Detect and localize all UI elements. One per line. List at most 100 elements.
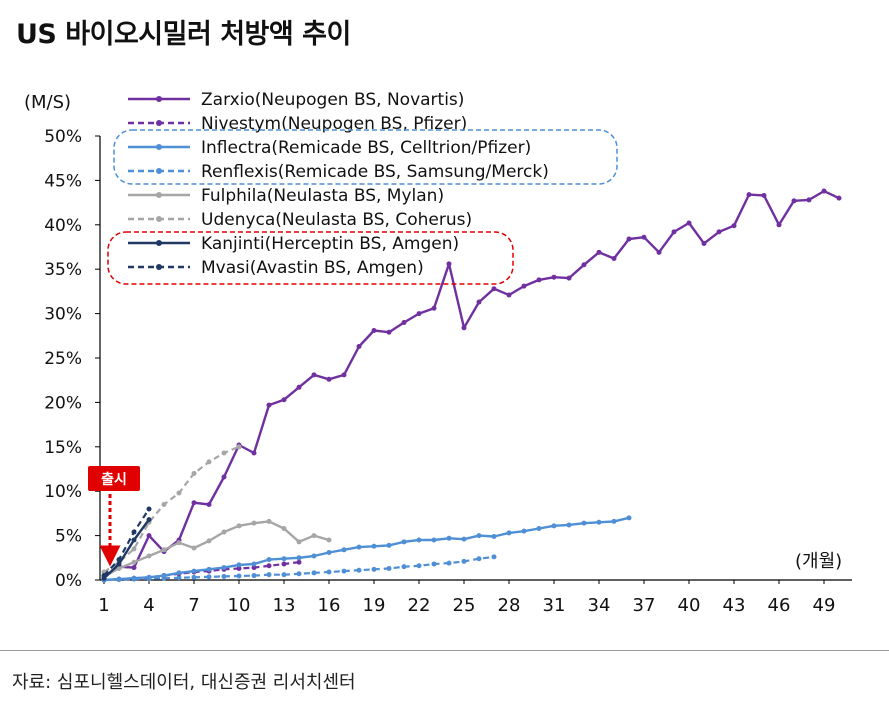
data-point: [626, 515, 632, 521]
data-point: [506, 530, 512, 536]
x-tick-labels: 1 4 7 10 13 16 19 22 25 28 31 34 37 40 43 46 49: [98, 595, 835, 616]
data-point: [431, 537, 437, 543]
legend-label: Kanjinti(Herceptin BS, Amgen): [201, 234, 459, 254]
data-point: [236, 444, 242, 450]
data-point: [371, 327, 377, 333]
series-line: [103, 508, 150, 577]
data-point: [581, 520, 587, 526]
data-point: [221, 529, 227, 535]
x-tick-label: 46: [768, 595, 791, 616]
data-point: [296, 559, 302, 565]
data-point: [341, 547, 347, 553]
data-point: [431, 305, 437, 311]
data-point: [146, 506, 152, 512]
data-point: [251, 450, 257, 456]
data-point: [281, 561, 287, 567]
data-point: [266, 557, 272, 563]
data-point: [296, 384, 302, 390]
series-2: [101, 515, 632, 583]
y-tick-label: 5%: [55, 527, 82, 547]
data-point: [206, 459, 212, 465]
x-tick-label: 34: [588, 595, 611, 616]
data-point: [146, 533, 152, 539]
data-point: [416, 311, 422, 317]
data-point: [596, 249, 602, 255]
data-point: [176, 490, 182, 496]
legend-label: Fulphila(Neulasta BS, Mylan): [201, 186, 444, 206]
data-point: [551, 523, 557, 529]
x-tick-label: 25: [453, 595, 476, 616]
y-tick-label: 30%: [44, 305, 82, 325]
data-point: [116, 557, 122, 563]
x-tick-label: 43: [723, 595, 746, 616]
data-point: [386, 565, 392, 571]
chart-axes: [95, 135, 852, 584]
legend-marker: [156, 192, 162, 198]
footer-divider: [0, 650, 889, 651]
data-point: [461, 536, 467, 542]
x-tick-label: 22: [408, 595, 431, 616]
data-point: [116, 561, 122, 567]
series-line: [103, 518, 150, 580]
data-point: [461, 325, 467, 331]
data-point: [566, 522, 572, 528]
data-point: [476, 556, 482, 562]
data-point: [611, 518, 617, 524]
data-point: [191, 545, 197, 551]
data-point: [161, 502, 167, 508]
data-point: [446, 261, 452, 267]
y-tick-labels: 0% 5% 10% 15% 20% 25% 30% 35% 40% 45% 50%: [44, 127, 82, 591]
data-point: [311, 553, 317, 559]
data-point: [581, 262, 587, 268]
data-point: [491, 286, 497, 292]
series-4: [101, 518, 332, 579]
legend-label: Inflectra(Remicade BS, Celltrion/Pfizer): [201, 138, 531, 158]
data-point: [446, 535, 452, 541]
data-point: [146, 574, 152, 580]
launch-label: 출시: [101, 471, 127, 488]
data-point: [266, 402, 272, 408]
data-point: [296, 555, 302, 561]
data-point: [131, 575, 137, 581]
data-point: [236, 573, 242, 579]
data-point: [326, 537, 332, 543]
x-tick-label: 10: [228, 595, 251, 616]
x-tick-label: 4: [143, 595, 154, 616]
series-line: [103, 189, 840, 579]
data-point: [281, 572, 287, 578]
data-point: [791, 198, 797, 204]
data-point: [716, 229, 722, 235]
data-point: [386, 542, 392, 548]
data-point: [491, 554, 497, 560]
line-chart: 0%5%10%15%20%25%30%35%40%45%50% 1 4 7 10 13 1…: [24, 90, 852, 616]
data-point: [341, 372, 347, 378]
data-point: [416, 537, 422, 543]
data-point: [251, 565, 257, 571]
x-tick-label: 37: [633, 595, 656, 616]
data-point: [761, 192, 767, 198]
series-0: [101, 188, 842, 580]
chart-legend: Zarxio(Neupogen BS, Novartis) Nivestym(Ne…: [128, 90, 549, 278]
legend-label: Zarxio(Neupogen BS, Novartis): [201, 90, 464, 110]
data-point: [371, 543, 377, 549]
data-point: [476, 533, 482, 539]
data-point: [116, 576, 122, 582]
data-point: [821, 188, 827, 194]
y-tick-label: 45%: [44, 171, 82, 191]
x-tick-label: 19: [363, 595, 386, 616]
data-point: [416, 563, 422, 569]
series-line: [103, 516, 630, 582]
data-point: [431, 561, 437, 567]
data-point: [311, 372, 317, 378]
data-point: [461, 558, 467, 564]
data-point: [641, 234, 647, 240]
x-tick-label: 16: [318, 595, 341, 616]
y-tick-label: 10%: [44, 482, 82, 502]
data-point: [626, 236, 632, 242]
data-point: [596, 519, 602, 525]
data-point: [476, 299, 482, 305]
data-point: [131, 537, 137, 543]
data-point: [611, 256, 617, 262]
data-point: [131, 529, 137, 535]
data-point: [191, 500, 197, 506]
